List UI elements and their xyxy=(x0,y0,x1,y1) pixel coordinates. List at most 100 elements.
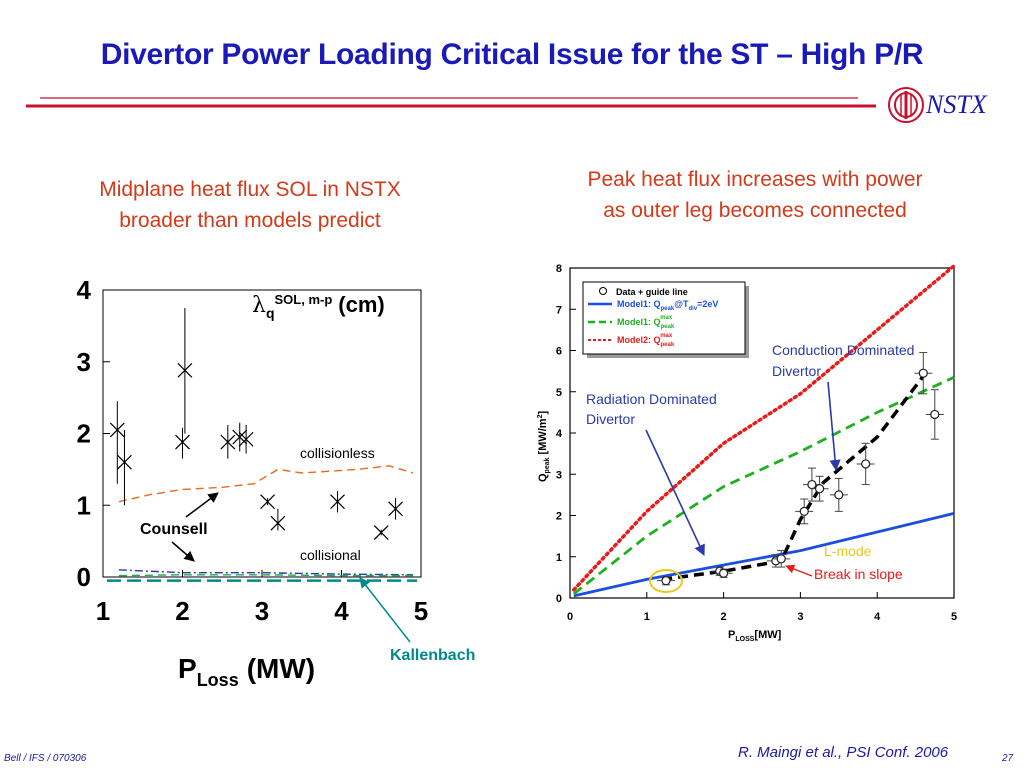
left-ytick-label: 2 xyxy=(77,419,91,449)
left-series-counsell xyxy=(118,569,414,576)
legend-model1-label: Model1: Qpeak@Tdiv=2eV xyxy=(617,299,718,312)
left-ytick-label: 0 xyxy=(77,562,91,592)
right-tick-labels: 0 1 2 3 4 5 0 1 2 3 4 5 6 7 8 xyxy=(556,263,957,623)
right-ytick-label: 0 xyxy=(556,593,562,605)
left-data-point xyxy=(270,508,286,531)
left-series-collisionless xyxy=(118,465,414,503)
right-model-lines xyxy=(572,264,956,598)
counsell-arrow-down xyxy=(171,541,195,562)
right-data-point xyxy=(829,477,848,512)
left-xlabel-unit: (MW) xyxy=(247,653,315,684)
left-title-symbol: λ xyxy=(252,293,266,318)
label-radiation-line1: Radiation Dominated xyxy=(586,391,717,407)
left-chart-title: λqSOL, m-p (cm) xyxy=(252,292,385,321)
footer-author: Bell / IFS / 070306 xyxy=(4,753,87,764)
label-collisionless: collisionless xyxy=(300,445,375,461)
left-ytick-label: 4 xyxy=(77,275,92,305)
left-title-unit: (cm) xyxy=(338,292,384,317)
right-xtick-label: 0 xyxy=(567,611,573,623)
left-xtick-label: 4 xyxy=(334,596,349,626)
left-data-point xyxy=(238,424,254,454)
legend-box xyxy=(582,281,746,355)
right-ytick-label: 2 xyxy=(556,511,562,523)
left-data-point xyxy=(177,307,193,434)
left-data-points xyxy=(109,307,403,540)
right-data-point xyxy=(657,576,675,586)
right-subtitle: Peak heat flux increases with power as o… xyxy=(520,164,990,226)
right-xtick-label: 1 xyxy=(644,611,650,623)
left-xlabel: PLoss (MW) xyxy=(178,653,315,690)
right-series-guide-line xyxy=(661,370,929,582)
left-subtitle-line1: Midplane heat flux SOL in NSTX xyxy=(99,178,401,201)
footer-citation: R. Maingi et al., PSI Conf. 2006 xyxy=(738,744,949,761)
right-data-points xyxy=(657,352,944,586)
left-data-point xyxy=(260,494,275,510)
left-data-point xyxy=(109,401,125,484)
right-ytick-label: 7 xyxy=(556,304,562,316)
left-subtitle: Midplane heat flux SOL in NSTX broader t… xyxy=(40,174,460,236)
right-data-point xyxy=(810,475,829,502)
right-subtitle-line2: as outer leg becomes connected xyxy=(603,199,907,222)
radiation-arrow xyxy=(645,429,705,557)
right-ticks xyxy=(569,267,955,599)
legend-data-label: Data + guide line xyxy=(616,287,688,297)
left-xtick-label: 3 xyxy=(255,596,269,626)
left-title-sup: SOL, m-p xyxy=(275,292,333,307)
left-data-point xyxy=(388,498,403,520)
left-xtick-label: 5 xyxy=(414,596,428,626)
left-data-point xyxy=(330,490,345,513)
page-title: Divertor Power Loading Critical Issue fo… xyxy=(100,38,924,71)
legend-data-marker xyxy=(599,287,607,295)
right-ytick-label: 1 xyxy=(556,552,562,564)
right-xtick-label: 4 xyxy=(874,611,881,623)
left-subtitle-line2: broader than models predict xyxy=(119,209,381,232)
label-counsell: Counsell xyxy=(140,521,208,538)
right-data-point xyxy=(714,568,733,578)
left-title-sub: q xyxy=(266,305,275,321)
nstx-logo-icon xyxy=(888,87,924,123)
page-number: 27 xyxy=(1002,753,1014,764)
right-ytick-label: 8 xyxy=(556,263,562,275)
label-kallenbach: Kallenbach xyxy=(390,647,475,664)
right-ytick-label: 6 xyxy=(556,346,562,358)
counsell-arrow-up xyxy=(185,492,219,518)
left-data-point xyxy=(117,429,132,506)
left-xtick-label: 2 xyxy=(175,596,189,626)
label-conduction-line2: Divertor xyxy=(772,363,821,379)
radiation-circle xyxy=(649,569,683,593)
right-legend: Data + guide line Model1: Qpeak@Tdiv=2eV… xyxy=(582,281,749,358)
right-series-model1-tdiv-2ev xyxy=(573,512,955,598)
label-conduction-line1: Conduction Dominated xyxy=(772,342,914,358)
label-break: Break in slope xyxy=(814,566,903,582)
right-xtick-label: 3 xyxy=(797,611,803,623)
right-ytick-label: 4 xyxy=(556,428,563,440)
left-data-point xyxy=(220,424,236,459)
label-radiation-line2: Divertor xyxy=(586,411,635,427)
conduction-arrow xyxy=(827,381,841,472)
right-ytick-label: 3 xyxy=(556,469,562,481)
right-xtick-label: 5 xyxy=(951,611,957,623)
left-xtick-label: 1 xyxy=(96,596,110,626)
left-ytick-label: 3 xyxy=(77,347,91,377)
left-series-collisional xyxy=(118,574,414,577)
right-ytick-label: 5 xyxy=(556,387,562,399)
right-subtitle-line1: Peak heat flux increases with power xyxy=(587,168,923,191)
left-ytick-label: 1 xyxy=(77,490,91,520)
right-xtick-label: 2 xyxy=(721,611,727,623)
legend-model1max-label: Model1: Qpeakmax xyxy=(617,315,675,330)
nstx-logo-text: NSTX xyxy=(926,90,987,119)
left-model-lines xyxy=(107,465,417,582)
right-series-model2-max xyxy=(572,264,956,592)
label-collisional: collisional xyxy=(300,547,361,563)
right-data-point xyxy=(925,389,944,440)
label-lmode: L-mode xyxy=(824,543,872,559)
right-data-point xyxy=(856,442,875,486)
right-data-point xyxy=(914,352,933,395)
right-series-model1-max xyxy=(572,376,955,595)
right-ylabel: Qpeak[MW/m2] xyxy=(537,411,551,482)
right-xlabel: PLOSS[MW] xyxy=(728,629,782,643)
